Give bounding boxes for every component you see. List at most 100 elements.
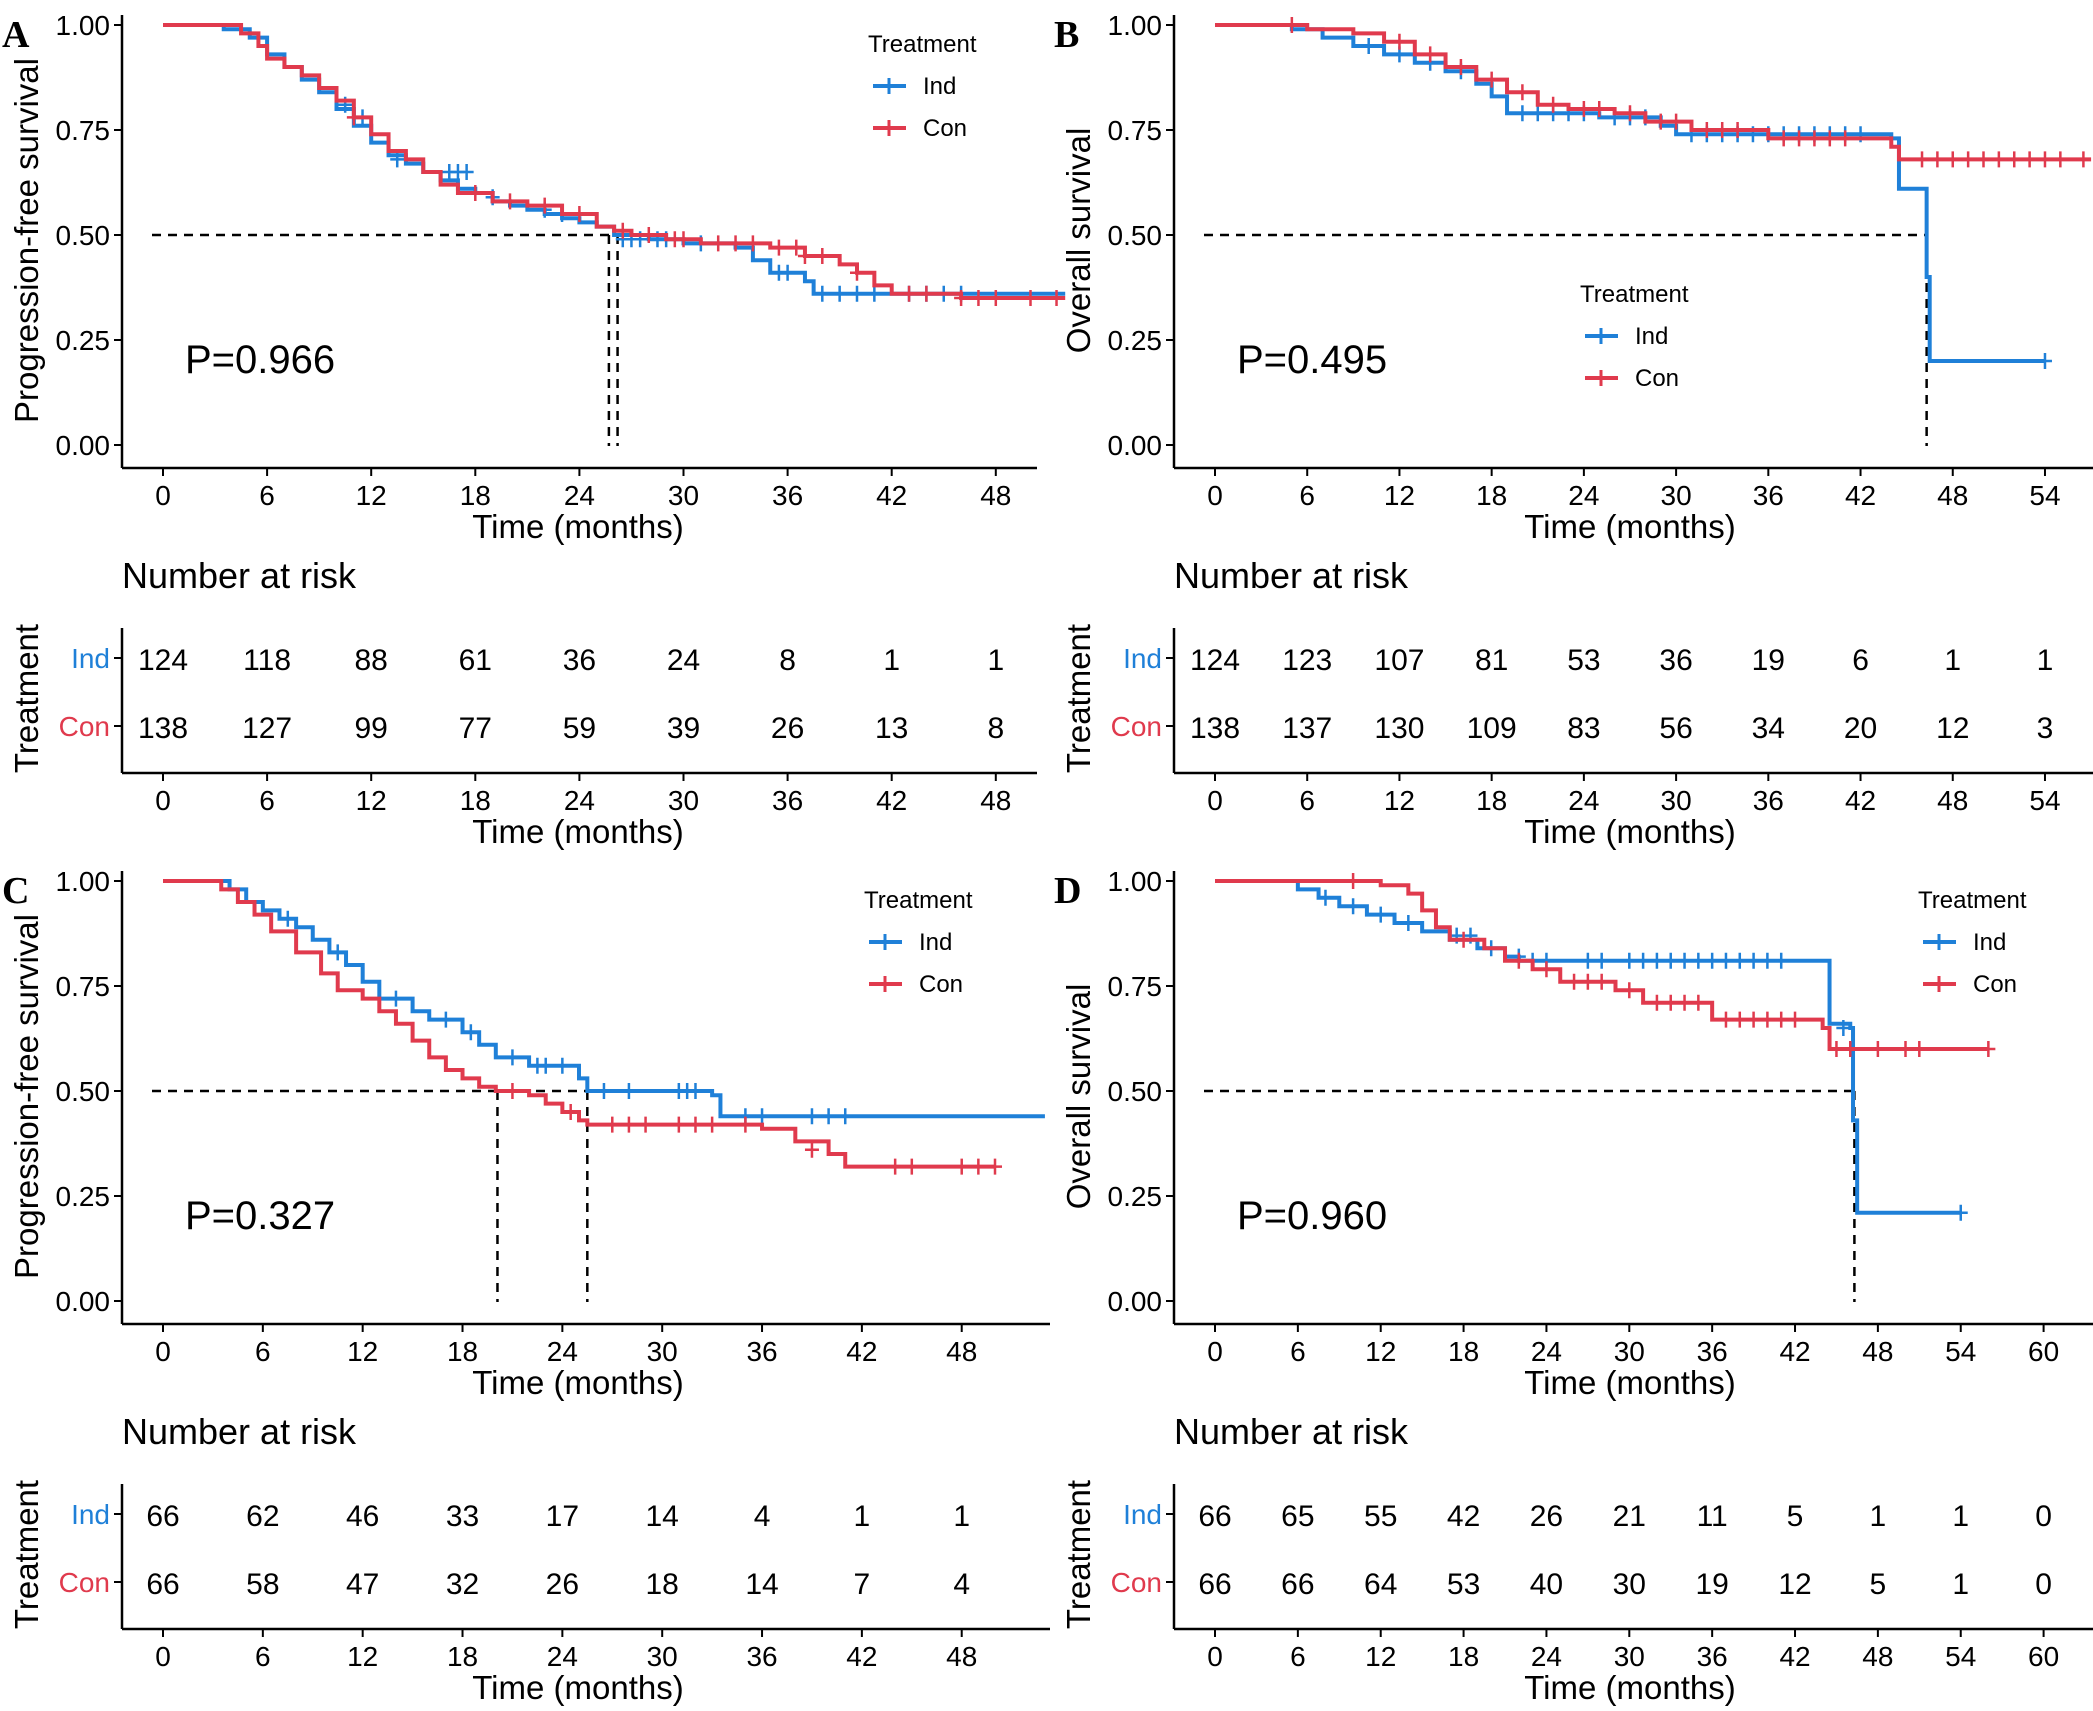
censor-mark-con	[1423, 46, 1438, 63]
censor-mark-ind	[1774, 952, 1789, 969]
x-tick-label: 0	[155, 1336, 171, 1367]
x-tick-label: 6	[1299, 480, 1315, 511]
censor-mark-ind	[1594, 952, 1609, 969]
censor-mark-ind	[2037, 353, 2052, 369]
legend-title: Treatment	[864, 887, 973, 914]
legend: Treatment Ind Con	[1580, 281, 1689, 392]
censor-mark-con	[671, 1116, 686, 1133]
x-tick-label: 12	[347, 1336, 378, 1367]
panel-c: C 0.00 0.25 0.50 0.75 1.00 0 6 12 18 24 30 36 42 48 Tim…	[2, 866, 1050, 1706]
legend-label-con: Con	[923, 115, 967, 142]
risk-x-axis-title: Time (months)	[1524, 1669, 1735, 1706]
censor-mark-con	[1898, 1041, 1913, 1057]
risk-cell: 1	[987, 644, 1004, 677]
censor-mark-con	[1792, 130, 1807, 147]
censor-mark-con	[988, 1158, 1002, 1175]
risk-table-title: Number at risk	[122, 1411, 357, 1452]
y-tick-label: 0.25	[56, 1181, 111, 1212]
risk-x-tick-label: 24	[564, 785, 595, 816]
censor-mark-con	[1284, 17, 1299, 33]
censor-mark-con	[1546, 96, 1561, 113]
risk-table-title: Number at risk	[1174, 1411, 1409, 1452]
risk-x-tick-label: 36	[772, 785, 803, 816]
risk-cell: 36	[1659, 644, 1692, 677]
x-axis-title: Time (months)	[1524, 1364, 1735, 1401]
censor-mark-ind	[815, 285, 830, 302]
legend-label-con: Con	[919, 971, 963, 998]
risk-cell: 8	[779, 644, 796, 677]
risk-x-tick-label: 36	[746, 1641, 777, 1672]
panel-letter: D	[1054, 870, 1081, 912]
risk-cell: 66	[1281, 1568, 1314, 1601]
censor-mark-con	[1649, 994, 1664, 1011]
censor-mark-con	[971, 290, 986, 306]
censor-mark-con	[1915, 151, 1930, 168]
x-tick-label: 6	[1290, 1336, 1306, 1367]
censor-mark-con	[1788, 1011, 1803, 1028]
censor-mark-con	[804, 1141, 819, 1158]
panel-letter: C	[2, 870, 29, 912]
risk-row-label-con: Con	[1111, 1567, 1162, 1598]
y-tick-label: 0.75	[56, 115, 111, 146]
legend-label-con: Con	[1635, 365, 1679, 392]
censor-mark-ind	[1836, 1020, 1851, 1036]
risk-cell: 12	[1936, 712, 1969, 745]
risk-cell: 26	[546, 1568, 579, 1601]
risk-cell: 33	[446, 1500, 479, 1533]
risk-x-tick-label: 12	[356, 785, 387, 816]
x-tick-label: 18	[1476, 480, 1507, 511]
legend-label-ind: Ind	[919, 929, 952, 956]
censor-mark-con	[1515, 84, 1530, 101]
censor-mark-con	[1732, 1011, 1747, 1028]
censor-mark-con	[2007, 151, 2022, 168]
censor-mark-con	[1774, 1011, 1789, 1028]
censor-mark-ind	[1718, 952, 1733, 969]
risk-cell: 59	[563, 712, 596, 745]
censor-mark-con	[615, 222, 630, 239]
censor-mark-ind	[780, 264, 795, 281]
y-tick-label: 0.00	[1108, 430, 1163, 461]
censor-mark-con	[1392, 33, 1407, 50]
risk-table-title: Number at risk	[1174, 555, 1409, 596]
risk-cell: 40	[1530, 1568, 1563, 1601]
censor-mark-con	[1843, 1041, 1858, 1057]
risk-cell: 17	[546, 1500, 579, 1533]
risk-x-tick-label: 12	[1365, 1641, 1396, 1672]
censor-mark-con	[1776, 130, 1791, 147]
legend-title: Treatment	[1918, 887, 2027, 914]
x-tick-label: 48	[980, 480, 1011, 511]
censor-mark-con	[2053, 151, 2068, 168]
censor-mark-con	[971, 1158, 986, 1175]
risk-cell: 1	[1870, 1500, 1887, 1533]
x-tick-label: 24	[1568, 480, 1599, 511]
censor-mark-ind	[505, 1049, 520, 1066]
x-axis-title: Time (months)	[472, 1364, 683, 1401]
y-tick-label: 0.75	[1108, 971, 1163, 1002]
x-tick-label: 42	[1779, 1336, 1810, 1367]
risk-x-axis-title: Time (months)	[1524, 813, 1735, 850]
censor-mark-ind	[1361, 38, 1376, 54]
censor-mark-con	[815, 248, 830, 264]
risk-x-tick-label: 6	[1290, 1641, 1306, 1672]
risk-cell: 18	[646, 1568, 679, 1601]
censor-mark-con	[2076, 151, 2091, 168]
censor-mark-ind	[390, 151, 405, 168]
risk-cell: 1	[854, 1500, 871, 1533]
risk-cell: 47	[346, 1568, 379, 1601]
censor-mark-con	[1023, 290, 1038, 306]
x-tick-label: 0	[1207, 1336, 1223, 1367]
censor-mark-ind	[850, 285, 864, 302]
risk-x-tick-label: 42	[846, 1641, 877, 1672]
risk-cell: 36	[563, 644, 596, 677]
risk-x-tick-label: 54	[2029, 785, 2060, 816]
risk-cell: 26	[771, 712, 804, 745]
x-tick-label: 18	[447, 1336, 478, 1367]
censor-mark-ind	[1401, 915, 1416, 931]
censor-mark-ind	[1515, 105, 1530, 122]
censor-mark-con	[1653, 113, 1668, 130]
risk-x-tick-label: 42	[1845, 785, 1876, 816]
x-tick-label: 18	[460, 480, 491, 511]
x-tick-label: 42	[846, 1336, 877, 1367]
censor-mark-ind	[621, 1083, 636, 1099]
risk-cell: 0	[2035, 1568, 2052, 1601]
